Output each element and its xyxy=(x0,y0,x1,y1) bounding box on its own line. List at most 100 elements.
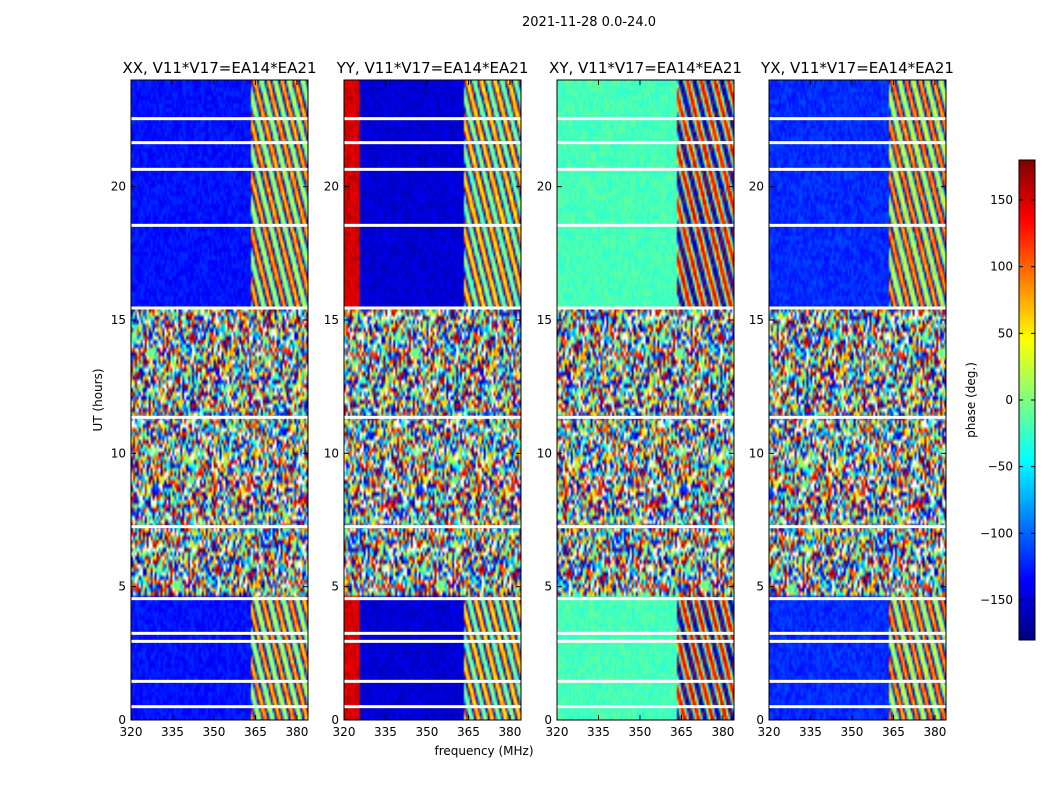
panel-2-gap-5 xyxy=(557,525,734,529)
panel-1-xtick-label-365: 365 xyxy=(457,725,480,739)
panel-0-ytick-label-10: 10 xyxy=(111,446,126,460)
panel-2-gap-2 xyxy=(557,639,734,643)
panel-3-gap-2 xyxy=(769,639,946,643)
figure-suptitle: 2021-11-28 0.0-24.0 xyxy=(522,15,656,30)
panel-2-gap-0 xyxy=(557,705,734,709)
panel-0-gap-0 xyxy=(131,705,308,709)
panel-0-title: XX, V11*V17=EA14*EA21 xyxy=(122,59,316,77)
panel-0: XX, V11*V17=EA14*EA21 320 335 350 365 380 0 5 10… xyxy=(111,59,317,739)
panel-2-gap-7 xyxy=(557,306,734,310)
panel-1-gap-11 xyxy=(344,117,521,121)
panel-1-ytick-label-10: 10 xyxy=(324,446,339,460)
panel-1-gap-1 xyxy=(344,679,521,683)
panel-2-gap-6 xyxy=(557,415,734,419)
colorbar-tick-label-6: −150 xyxy=(980,593,1013,607)
panel-3-gap-6 xyxy=(769,415,946,419)
panel-0-frame xyxy=(130,79,309,721)
panel-0-gap-9 xyxy=(131,167,308,171)
panel-3-gap-1 xyxy=(769,679,946,683)
panel-3-xtick-label-380: 380 xyxy=(923,725,946,739)
colorbar-tick-label-0: 150 xyxy=(990,193,1013,207)
panel-2-title: XY, V11*V17=EA14*EA21 xyxy=(549,59,742,77)
panel-3-gap-8 xyxy=(769,223,946,227)
panel-2-heatmap xyxy=(557,80,734,720)
panel-0-gap-2 xyxy=(131,639,308,643)
panel-0-ytick-label-5: 5 xyxy=(118,580,126,594)
panel-1-ytick-label-20: 20 xyxy=(324,180,339,194)
panel-2-xtick-label-350: 350 xyxy=(629,725,652,739)
panel-1-heatmap xyxy=(344,80,521,720)
panel-3-title: YX, V11*V17=EA14*EA21 xyxy=(760,59,954,77)
panel-2-gap-8 xyxy=(557,223,734,227)
panel-0-gap-6 xyxy=(131,415,308,419)
panel-0-xtick-label-335: 335 xyxy=(161,725,184,739)
panel-1-frame xyxy=(343,79,522,721)
panel-1-gap-9 xyxy=(344,167,521,171)
panel-2-xtick-label-335: 335 xyxy=(587,725,610,739)
panel-3: YX, V11*V17=EA14*EA21 320 335 350 365 380 0 5 10… xyxy=(749,59,954,739)
panel-2-gap-10 xyxy=(557,141,734,145)
panel-0-ytick-label-0: 0 xyxy=(118,713,126,727)
panel-2: XY, V11*V17=EA14*EA21 320 335 350 365 380 0 5 10… xyxy=(537,59,742,739)
panel-0-gap-5 xyxy=(131,525,308,529)
panel-3-frame xyxy=(768,79,947,721)
colorbar-label: phase (deg.) xyxy=(964,362,978,438)
y-axis-label: UT (hours) xyxy=(91,368,105,431)
panel-1-xtick-label-350: 350 xyxy=(416,725,439,739)
panel-3-xtick-label-350: 350 xyxy=(841,725,864,739)
panel-1-gap-7 xyxy=(344,306,521,310)
panel-1-gap-8 xyxy=(344,223,521,227)
colorbar-tick-label-2: 50 xyxy=(998,326,1013,340)
colorbar-tick-label-1: 100 xyxy=(990,260,1013,274)
panel-0-ytick-label-20: 20 xyxy=(111,180,126,194)
panel-3-gap-3 xyxy=(769,631,946,635)
panel-0-gap-11 xyxy=(131,117,308,121)
panel-2-xtick-label-320: 320 xyxy=(546,725,569,739)
panel-1-gap-10 xyxy=(344,141,521,145)
panel-3-gap-9 xyxy=(769,167,946,171)
panel-2-ytick-label-10: 10 xyxy=(537,446,552,460)
panel-0-gap-4 xyxy=(131,597,308,601)
panel-2-gap-3 xyxy=(557,631,734,635)
panel-2-xtick-label-365: 365 xyxy=(670,725,693,739)
panel-0-ytick-label-15: 15 xyxy=(111,313,126,327)
panel-3-xtick-label-320: 320 xyxy=(758,725,781,739)
panel-1-gap-2 xyxy=(344,639,521,643)
panel-0-gap-3 xyxy=(131,631,308,635)
colorbar-tick-label-5: −100 xyxy=(980,526,1013,540)
panel-0-gap-10 xyxy=(131,141,308,145)
panel-0-gap-7 xyxy=(131,306,308,310)
colorbar-tick-label-3: 0 xyxy=(1005,393,1013,407)
colorbar: 150 100 50 0 −50 −100 −150 phase (deg.) xyxy=(964,159,1036,641)
panel-3-gap-11 xyxy=(769,117,946,121)
panel-1-gap-6 xyxy=(344,415,521,419)
panel-1-ytick-label-0: 0 xyxy=(331,713,339,727)
panel-3-xtick-label-335: 335 xyxy=(799,725,822,739)
panel-3-gap-7 xyxy=(769,306,946,310)
panel-2-ytick-label-15: 15 xyxy=(537,313,552,327)
panel-0-xtick-label-350: 350 xyxy=(203,725,226,739)
panel-2-gap-11 xyxy=(557,117,734,121)
panel-2-gap-1 xyxy=(557,679,734,683)
panel-3-gap-10 xyxy=(769,141,946,145)
panel-0-gap-8 xyxy=(131,223,308,227)
panels-group: XX, V11*V17=EA14*EA21 320 335 350 365 380 0 5 10… xyxy=(111,59,954,739)
panel-3-gap-4 xyxy=(769,597,946,601)
x-axis-label: frequency (MHz) xyxy=(434,744,533,758)
panel-3-gap-5 xyxy=(769,525,946,529)
panel-2-gap-9 xyxy=(557,167,734,171)
panel-1-xtick-label-320: 320 xyxy=(333,725,356,739)
panel-3-ytick-label-20: 20 xyxy=(749,180,764,194)
panel-1-title: YY, V11*V17=EA14*EA21 xyxy=(336,59,529,77)
panel-2-gap-4 xyxy=(557,597,734,601)
panel-2-ytick-label-0: 0 xyxy=(544,713,552,727)
panel-3-ytick-label-5: 5 xyxy=(756,580,764,594)
panel-1: YY, V11*V17=EA14*EA21 320 335 350 365 380 0 5 10… xyxy=(324,59,529,739)
panel-1-xtick-label-380: 380 xyxy=(498,725,521,739)
panel-2-frame xyxy=(556,79,735,721)
panel-0-xtick-label-320: 320 xyxy=(120,725,143,739)
panel-2-xtick-label-380: 380 xyxy=(711,725,734,739)
panel-1-xtick-label-335: 335 xyxy=(374,725,397,739)
panel-3-ytick-label-0: 0 xyxy=(756,713,764,727)
